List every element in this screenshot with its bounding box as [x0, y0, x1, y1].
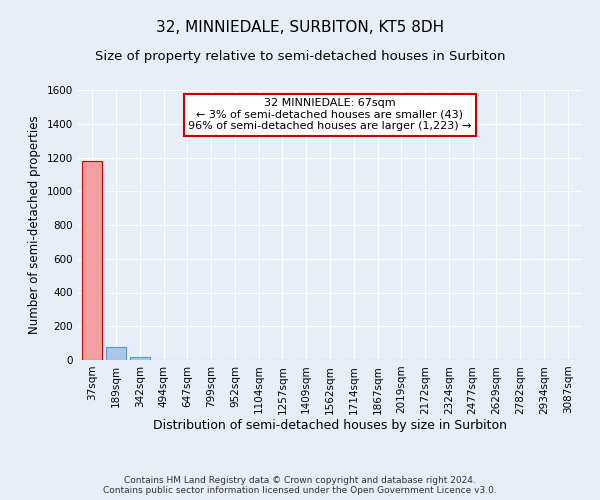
Bar: [106, 346, 126, 360]
Text: 32, MINNIEDALE, SURBITON, KT5 8DH: 32, MINNIEDALE, SURBITON, KT5 8DH: [156, 20, 444, 35]
Text: Contains HM Land Registry data © Crown copyright and database right 2024.
Contai: Contains HM Land Registry data © Crown c…: [103, 476, 497, 495]
Text: 32 MINNIEDALE: 67sqm
← 3% of semi-detached houses are smaller (43)
96% of semi-d: 32 MINNIEDALE: 67sqm ← 3% of semi-detach…: [188, 98, 472, 132]
Bar: [130, 356, 150, 360]
X-axis label: Distribution of semi-detached houses by size in Surbiton: Distribution of semi-detached houses by …: [153, 419, 507, 432]
Y-axis label: Number of semi-detached properties: Number of semi-detached properties: [28, 116, 41, 334]
Text: Size of property relative to semi-detached houses in Surbiton: Size of property relative to semi-detach…: [95, 50, 505, 63]
Bar: [82, 161, 103, 360]
